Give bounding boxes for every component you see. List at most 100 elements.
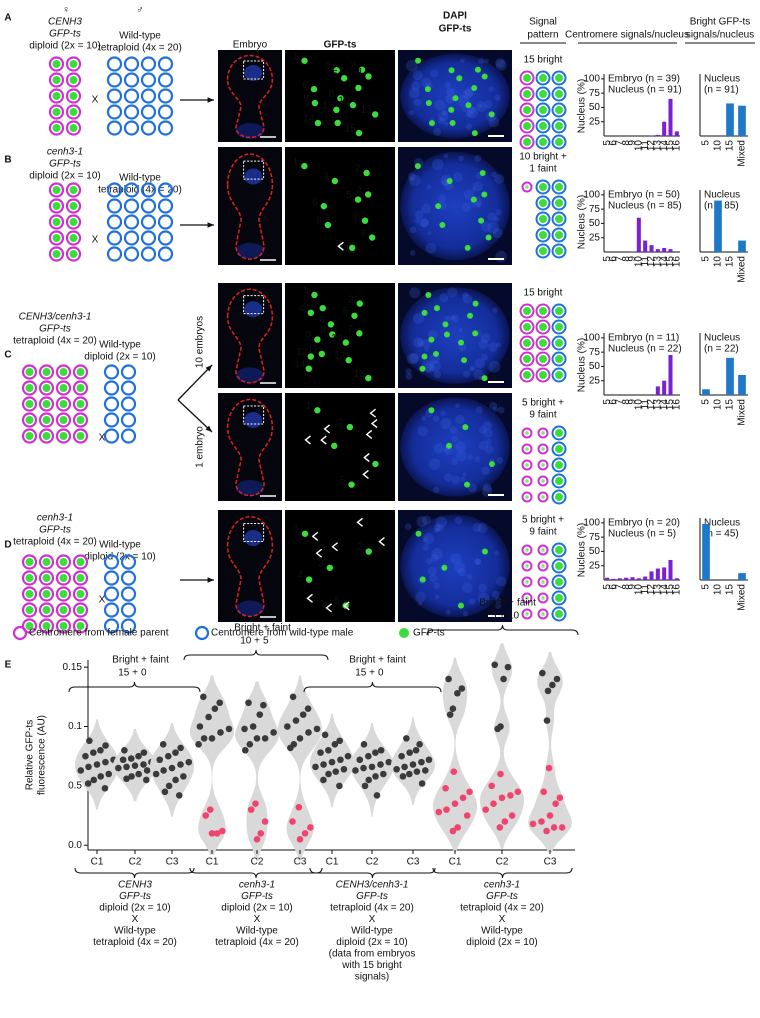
- chromatin: [472, 181, 483, 192]
- centromere-ring: [551, 542, 567, 558]
- centromere-ring: [537, 592, 549, 604]
- chromosome-icon: [123, 230, 140, 246]
- chromatin: [428, 566, 437, 576]
- gfp-signal: [331, 177, 339, 185]
- chromatin: [473, 369, 485, 380]
- faint-point: [552, 800, 559, 807]
- gfp-dot: [523, 138, 531, 146]
- bright-point: [320, 761, 327, 768]
- centromere-ring: [537, 475, 549, 487]
- gfp-dot: [42, 574, 51, 582]
- faint-point: [206, 806, 214, 813]
- centromere-ring: [551, 606, 567, 622]
- bar: [649, 571, 654, 580]
- centromere-ring: [551, 86, 567, 102]
- chart-note: (n = 22): [704, 344, 739, 355]
- x-tick-label: Mixed: [737, 256, 748, 283]
- x-tick-label: 15: [725, 140, 736, 152]
- gfp-signal: [354, 196, 362, 203]
- gfp-dot: [42, 432, 51, 440]
- bar: [702, 524, 710, 580]
- gfp-signal: [310, 85, 318, 93]
- bright-point: [421, 767, 429, 774]
- group-counts: 15 +: [355, 668, 375, 679]
- x-tick-label: C1: [326, 857, 339, 868]
- gfp-signal: [481, 548, 488, 555]
- gfp-signal: [358, 66, 366, 73]
- group-caption: Wild-type: [481, 926, 523, 937]
- chromosome-icon: [106, 214, 123, 230]
- signal-pattern: 15 bright: [524, 288, 563, 299]
- gfp-signal: [349, 101, 357, 109]
- faint-dot: [541, 479, 545, 483]
- bright-point: [385, 758, 393, 766]
- female-genotype: cenh3-1: [37, 513, 73, 524]
- chromatin: [408, 109, 414, 116]
- chromatin: [413, 98, 422, 107]
- gfp-dot: [59, 574, 68, 582]
- gfp-dot: [523, 355, 531, 363]
- y-axis-label: Nucleus (%): [577, 523, 588, 577]
- bright-point: [299, 711, 307, 718]
- chromosome-icon: [123, 72, 140, 88]
- chromatin: [485, 444, 494, 454]
- centromere-ring: [521, 443, 533, 455]
- gfp-signal: [435, 203, 442, 210]
- faint-point: [289, 818, 296, 825]
- chromosome-icon: [157, 72, 174, 88]
- chromatin: [468, 597, 476, 605]
- bright-point: [418, 758, 425, 766]
- signal-number: 5: [343, 306, 349, 317]
- signal-pattern: 5 bright +: [522, 515, 564, 526]
- faint-dot: [525, 431, 529, 435]
- bright-point: [325, 746, 332, 754]
- chromatin: [411, 81, 421, 91]
- gfp-dot: [69, 92, 78, 100]
- faint-dot: [525, 580, 529, 584]
- chromatin: [451, 475, 461, 485]
- gfp-signal: [331, 442, 338, 450]
- gfp-dot: [59, 384, 68, 392]
- centromere-ring: [537, 459, 549, 471]
- chromatin: [492, 307, 498, 313]
- chromatin: [433, 370, 442, 379]
- gfp-dot: [59, 416, 68, 424]
- cross-symbol: X: [92, 95, 99, 106]
- faint-point: [202, 812, 210, 819]
- x-tick-label: 9: [627, 256, 638, 262]
- embryo-blob: [236, 600, 264, 617]
- chromatin: [454, 562, 465, 573]
- chromatin: [415, 218, 421, 224]
- violin: [433, 657, 477, 853]
- chromatin: [458, 155, 464, 162]
- x-tick-label: 9: [627, 140, 638, 146]
- gfp-dot: [59, 590, 68, 598]
- gfp-signal: [439, 222, 446, 229]
- chromosome-icon: [72, 586, 89, 602]
- signal-number: 10: [338, 96, 350, 107]
- bright-point: [365, 752, 372, 760]
- gfp-dot: [25, 590, 34, 598]
- centromere-ring: [535, 118, 551, 134]
- embryo-blob: [236, 242, 264, 259]
- faint-point: [449, 827, 457, 835]
- bright-point: [360, 764, 367, 772]
- gfp-signal: [441, 564, 448, 571]
- centromere-ring: [535, 303, 551, 319]
- column-header: pattern: [527, 30, 558, 41]
- chromosome-icon: [55, 570, 72, 586]
- bar: [662, 567, 667, 580]
- faint-point: [435, 808, 443, 816]
- bright-point: [305, 729, 312, 736]
- faint-point: [257, 830, 265, 837]
- centromere-ring: [519, 335, 535, 351]
- group-caption: diploid (2x = 10): [336, 937, 407, 948]
- chromatin: [440, 417, 452, 429]
- signal-number: 3: [325, 61, 331, 72]
- group-caption: with 15 bright: [341, 960, 402, 971]
- zoom-box: [243, 522, 265, 542]
- gfp-dot: [25, 368, 34, 376]
- gfp-dot: [539, 90, 547, 98]
- group-heading: faint: [387, 655, 406, 666]
- gfp-dot: [25, 622, 34, 630]
